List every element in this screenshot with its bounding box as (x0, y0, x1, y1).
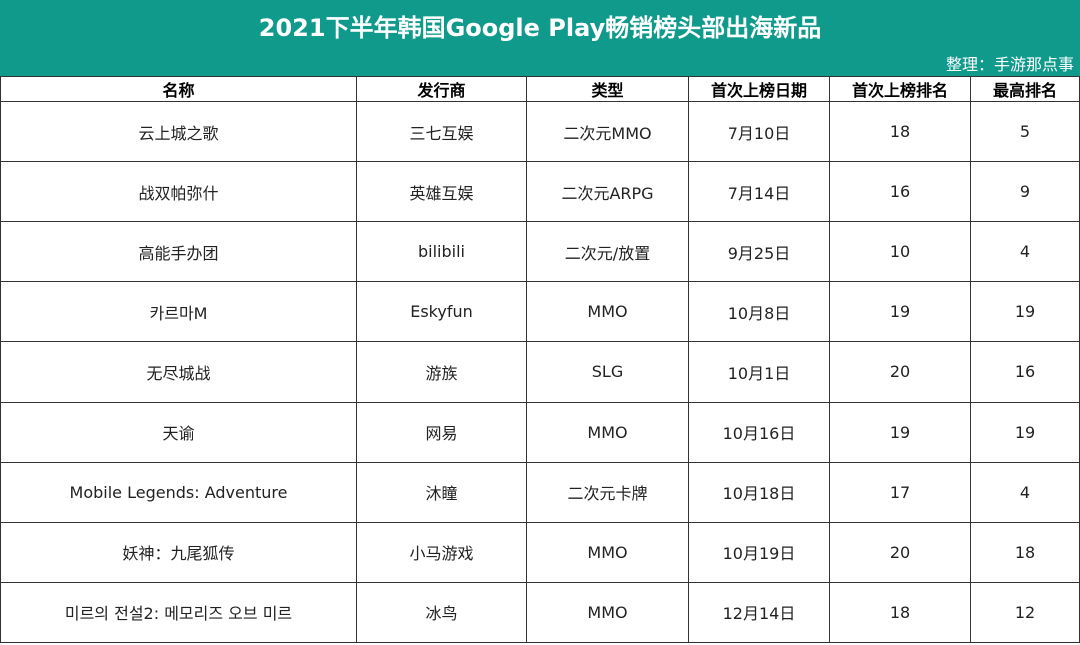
column-header: 首次上榜日期 (688, 76, 830, 102)
table-cell: Eskyfun (356, 281, 527, 343)
title: 2021下半年韩国Google Play畅销榜头部出海新品 (258, 14, 822, 42)
table-cell: 网易 (356, 401, 527, 463)
column-header: 发行商 (356, 76, 527, 102)
table-cell: 战双帕弥什 (0, 161, 357, 223)
table-row: 云上城之歌 三七互娱 二次元MMO 7月10日 18 5 (0, 100, 1080, 163)
table-cell: 18 (829, 581, 971, 644)
table-cell: 16 (829, 161, 971, 223)
table-cell: 19 (829, 401, 971, 463)
table-cell: 19 (970, 281, 1080, 343)
table-cell: 沐瞳 (356, 461, 527, 523)
column-header: 名称 (0, 76, 357, 102)
table-row: Mobile Legends: Adventure 沐瞳 二次元卡牌 10月18日 17… (0, 461, 1080, 523)
table-cell: MMO (526, 401, 689, 463)
table-cell: 天谕 (0, 401, 357, 463)
header-band: 2021下半年韩国Google Play畅销榜头部出海新品 整理：手游那点事 (0, 0, 1080, 76)
table-cell: bilibili (356, 221, 527, 283)
column-header: 类型 (526, 76, 689, 102)
table-row: 카르마M Eskyfun MMO 10月8日 19 19 (0, 281, 1080, 343)
table-cell: 9 (970, 161, 1080, 223)
table-cell: 18 (829, 100, 971, 163)
table-cell: 16 (970, 341, 1080, 403)
table-cell: 云上城之歌 (0, 100, 357, 163)
table-cell: 20 (829, 521, 971, 583)
table-row: 战双帕弥什 英雄互娱 二次元ARPG 7月14日 16 9 (0, 161, 1080, 223)
table-cell: 二次元MMO (526, 100, 689, 163)
table-cell: 游族 (356, 341, 527, 403)
table-cell: 二次元卡牌 (526, 461, 689, 523)
table-cell: 20 (829, 341, 971, 403)
table-row: 미르의 전설2: 메모리즈 오브 미르 冰鸟 MMO 12月14日 18 12 (0, 581, 1080, 644)
table-cell: MMO (526, 281, 689, 343)
table-cell: 英雄互娱 (356, 161, 527, 223)
table-cell: 19 (970, 401, 1080, 463)
table-cell: 4 (970, 461, 1080, 523)
table-cell: MMO (526, 521, 689, 583)
table-cell: 三七互娱 (356, 100, 527, 163)
table-cell: 5 (970, 100, 1080, 163)
table-cell: 二次元ARPG (526, 161, 689, 223)
table-cell: 9月25日 (688, 221, 830, 283)
table-cell: 10月8日 (688, 281, 830, 343)
table-cell: MMO (526, 581, 689, 644)
table-cell: 17 (829, 461, 971, 523)
table: 名称 发行商 类型 首次上榜日期 首次上榜排名 最高排名 云上城之歌 三七互娱 二次元MMO 7… (0, 76, 1080, 644)
table-cell: 10月19日 (688, 521, 830, 583)
table-cell: 미르의 전설2: 메모리즈 오브 미르 (0, 581, 357, 644)
table-cell: 18 (970, 521, 1080, 583)
table-row: 妖神：九尾狐传 小马游戏 MMO 10月19日 20 18 (0, 521, 1080, 583)
table-cell: 10月1日 (688, 341, 830, 403)
table-cell: 无尽城战 (0, 341, 357, 403)
column-header: 最高排名 (970, 76, 1080, 102)
table-cell: 高能手办团 (0, 221, 357, 283)
table-cell: 小马游戏 (356, 521, 527, 583)
table-cell: 冰鸟 (356, 581, 527, 644)
table-row: 高能手办团 bilibili 二次元/放置 9月25日 10 4 (0, 221, 1080, 283)
table-cell: 카르마M (0, 281, 357, 343)
column-header: 首次上榜排名 (829, 76, 971, 102)
table-cell: 妖神：九尾狐传 (0, 521, 357, 583)
table-cell: SLG (526, 341, 689, 403)
table-cell: 10月16日 (688, 401, 830, 463)
table-row: 无尽城战 游族 SLG 10月1日 20 16 (0, 341, 1080, 403)
table-cell: 7月14日 (688, 161, 830, 223)
table-cell: 二次元/放置 (526, 221, 689, 283)
table-cell: 10月18日 (688, 461, 830, 523)
table-cell: 4 (970, 221, 1080, 283)
table-cell: Mobile Legends: Adventure (0, 461, 357, 523)
table-cell: 12月14日 (688, 581, 830, 644)
table-cell: 10 (829, 221, 971, 283)
table-cell: 19 (829, 281, 971, 343)
table-row: 天谕 网易 MMO 10月16日 19 19 (0, 401, 1080, 463)
table-cell: 7月10日 (688, 100, 830, 163)
table-cell: 12 (970, 581, 1080, 644)
subtitle: 整理：手游那点事 (945, 55, 1074, 74)
header-row: 名称 发行商 类型 首次上榜日期 首次上榜排名 最高排名 (0, 76, 1080, 102)
